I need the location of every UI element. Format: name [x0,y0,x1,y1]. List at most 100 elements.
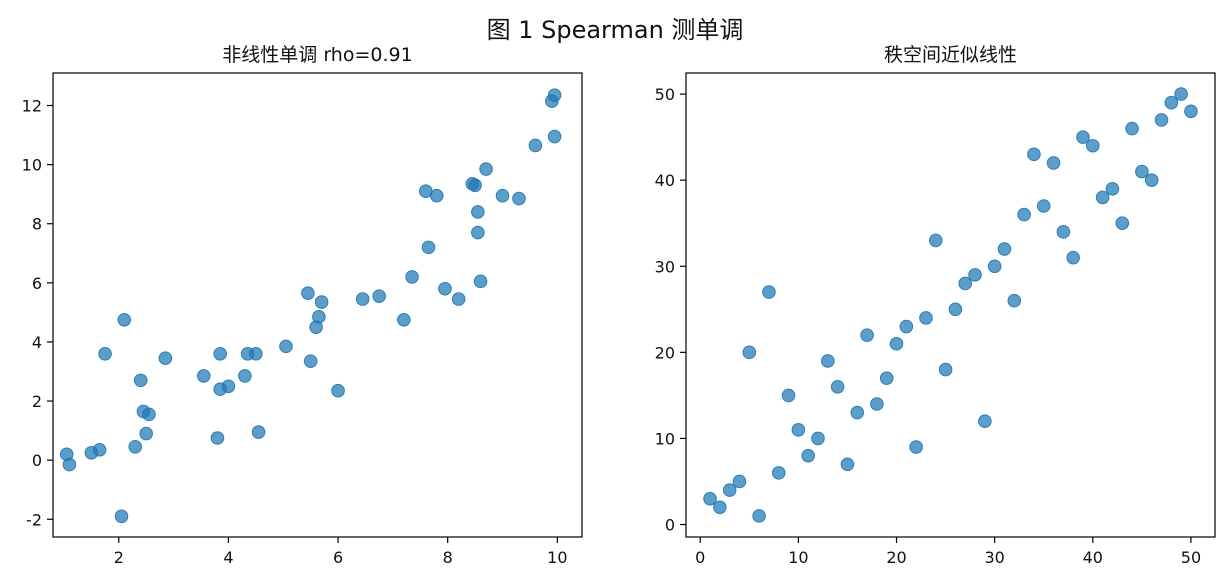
data-point [1066,250,1080,265]
data-point [98,346,112,361]
x-tick-label: 0 [695,548,705,567]
data-point [471,205,485,219]
data-point [791,423,806,437]
x-tick-label: 4 [223,548,233,567]
data-point [158,351,173,365]
data-point [301,286,315,300]
data-point [1027,147,1041,162]
y-tick-label: 0 [665,516,675,535]
plot-frame [685,72,1216,538]
y-tick-label: 6 [32,274,42,293]
data-point [495,188,510,203]
data-point [762,285,776,299]
data-point [355,292,370,306]
data-point [421,240,436,255]
data-point [1076,130,1090,144]
y-tick-label: 12 [22,97,42,116]
x-tick-label: 10 [788,548,808,567]
y-tick-label: 0 [32,451,42,470]
x-tick-label: 8 [443,548,453,567]
data-point [438,281,452,296]
data-point [128,440,143,454]
data-point [987,259,1002,274]
y-tick-label: 8 [32,215,42,234]
data-point [92,443,107,457]
data-point [997,242,1012,256]
data-point [397,312,411,327]
data-point [919,311,933,325]
panel-title: 非线性单调 rho=0.91 [222,44,412,66]
plot-frame [52,72,583,538]
data-point [879,371,894,385]
data-point [512,191,526,206]
data-point [938,362,953,377]
data-point [722,483,737,497]
data-point [473,274,488,289]
data-point [331,383,345,398]
data-point [303,354,318,368]
data-point [117,312,132,327]
data-point [468,178,482,193]
data-point [948,302,963,317]
data-point [1115,216,1130,231]
data-point [213,346,227,361]
x-tick-label: 50 [1181,548,1201,567]
y-tick-label: 4 [32,333,42,352]
data-point [1135,164,1149,179]
y-tick-label: 10 [22,156,42,175]
x-tick-label: 10 [547,548,567,567]
data-point [811,431,825,446]
data-point [840,457,855,472]
data-point [1017,207,1031,222]
data-point [1007,293,1022,308]
data-point [238,369,252,383]
figure-title: 图 1 Spearman 测单调 [487,16,744,44]
data-point [1105,181,1120,196]
data-point [870,397,884,411]
data-point [860,328,874,342]
data-point [742,345,757,360]
data-point [771,466,786,480]
panel-title: 秩空间近似线性 [884,44,1017,66]
data-point [210,431,225,445]
data-point [479,162,493,176]
data-point [133,373,148,388]
data-point [1154,113,1169,127]
data-point [62,457,77,472]
data-point [781,388,796,403]
data-point [713,500,727,515]
data-point [251,425,266,439]
data-point [139,426,153,441]
panel-nonlinear-monotone: 非线性单调 rho=0.91 2 4 6 8 10 -2 0 2 4 6 8 10 12 [22,44,583,567]
data-point [547,88,562,102]
data-point [703,491,717,506]
data-point [1036,199,1051,213]
data-point [830,379,845,394]
panel-rank-space: 秩空间近似线性 0 10 20 30 40 50 0 10 20 30 40 50 [655,44,1216,567]
data-point [429,188,444,203]
y-tick-label: 20 [655,343,675,362]
y-tick-label: 30 [655,257,675,276]
data-point [889,336,904,351]
data-point [928,233,943,248]
data-point [471,225,485,240]
data-point [899,319,914,334]
y-tick-label: 2 [32,392,42,411]
data-point [732,474,747,489]
data-point [1095,190,1110,205]
data-point [196,369,211,383]
x-tick-label: 20 [886,548,906,567]
data-point [142,407,156,422]
data-point [978,414,992,429]
data-point [958,276,973,291]
data-point [909,440,923,454]
data-point [1046,156,1061,170]
data-point [314,295,329,309]
data-point [312,310,326,324]
data-point [801,448,815,463]
x-tick-label: 6 [333,548,343,567]
data-point [968,268,982,282]
data-point [1056,225,1071,239]
y-tick-label: 10 [655,429,675,448]
